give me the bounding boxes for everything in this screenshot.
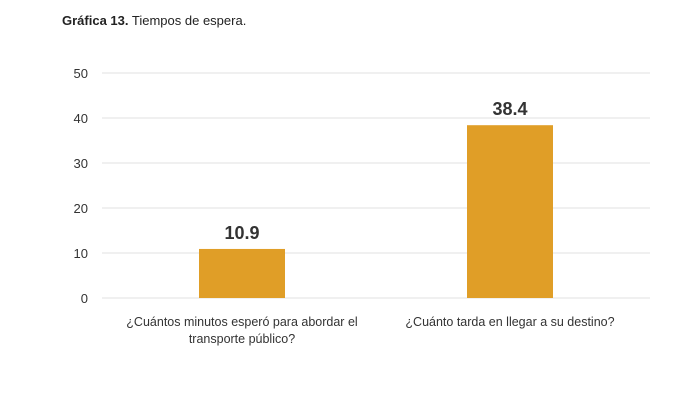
data-label: 10.9 [224,223,259,243]
y-tick-label: 40 [74,111,88,126]
bar [467,125,553,298]
chart-title-text: Tiempos de espera. [131,13,247,28]
y-tick-label: 50 [74,66,88,81]
chart-number: Gráfica 13. [62,13,129,28]
y-tick-label: 0 [81,291,88,306]
category-label: ¿Cuántos minutos esperó para abordar el [126,315,357,329]
y-tick-label: 20 [74,201,88,216]
category-label: ¿Cuánto tarda en llegar a su destino? [405,315,614,329]
y-tick-label: 30 [74,156,88,171]
category-label: transporte público? [189,332,295,346]
bar [199,248,285,298]
data-label: 38.4 [492,99,527,119]
chart-title: Gráfica 13. Tiempos de espera. [62,13,246,28]
y-tick-label: 10 [74,246,88,261]
